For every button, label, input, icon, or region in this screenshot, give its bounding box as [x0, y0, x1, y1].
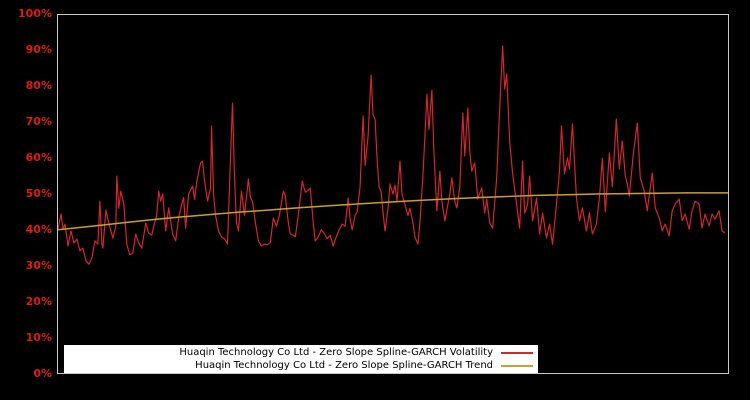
- legend-label-trend: Huaqin Technology Co Ltd - Zero Slope Sp…: [195, 360, 493, 371]
- y-axis-label: 100%: [18, 7, 52, 20]
- y-axis-label: 90%: [25, 43, 52, 56]
- y-axis-label: 40%: [25, 223, 52, 236]
- plot-area: Huaqin Technology Co Ltd - Zero Slope Sp…: [57, 14, 729, 374]
- y-axis-label: 80%: [25, 79, 52, 92]
- y-axis: 100% 90% 80% 70% 60% 50% 40% 30% 20% 10% 0%: [0, 0, 52, 400]
- y-axis-label: 20%: [25, 295, 52, 308]
- legend-row-volatility: Huaqin Technology Co Ltd - Zero Slope Sp…: [64, 346, 538, 359]
- volatility-line-sample: [501, 351, 533, 354]
- trend-line: [58, 192, 728, 231]
- legend-row-trend: Huaqin Technology Co Ltd - Zero Slope Sp…: [64, 359, 538, 372]
- y-axis-label: 50%: [25, 187, 52, 200]
- y-axis-label: 10%: [25, 331, 52, 344]
- y-axis-label: 60%: [25, 151, 52, 164]
- trend-line-sample: [501, 364, 533, 367]
- y-axis-label: 0%: [33, 367, 52, 380]
- y-axis-label: 30%: [25, 259, 52, 272]
- legend-label-volatility: Huaqin Technology Co Ltd - Zero Slope Sp…: [179, 347, 493, 358]
- volatility-line: [58, 45, 726, 265]
- y-axis-label: 70%: [25, 115, 52, 128]
- plot-svg: [58, 45, 728, 265]
- legend: Huaqin Technology Co Ltd - Zero Slope Sp…: [64, 345, 538, 373]
